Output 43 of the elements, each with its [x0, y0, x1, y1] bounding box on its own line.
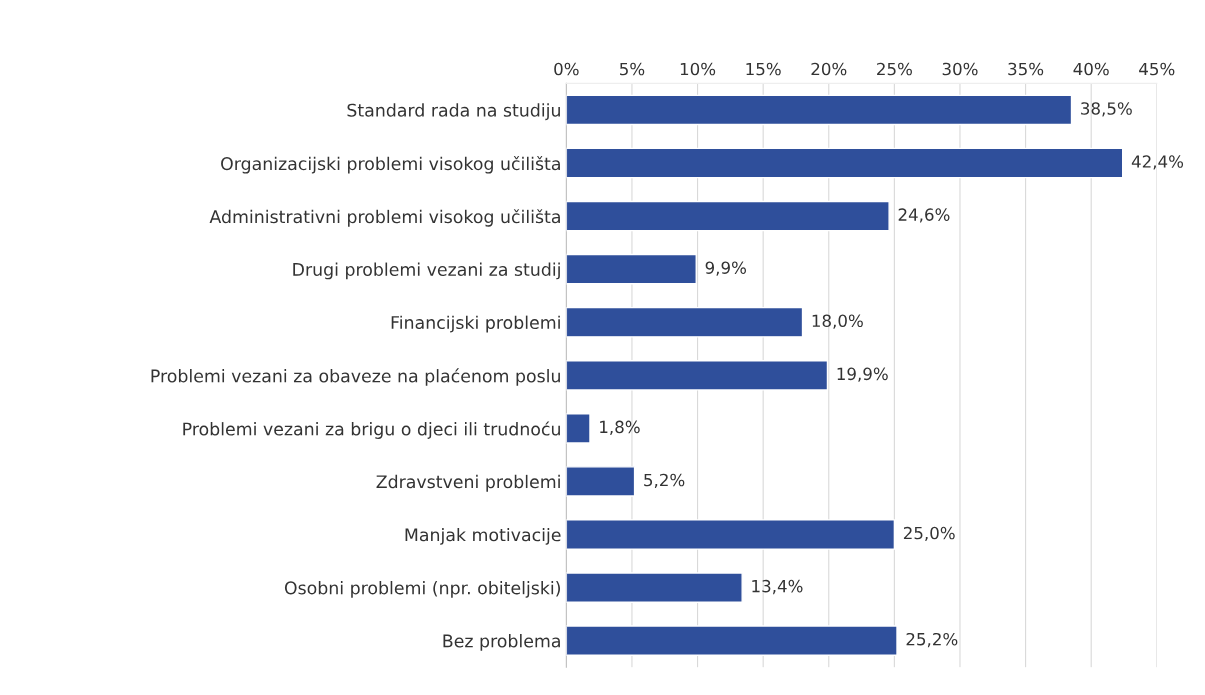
data-label: 38,5%	[1081, 102, 1132, 117]
bar	[566, 572, 743, 603]
y-tick-label: Organizacijski problemi visokog učilišta	[221, 156, 560, 174]
x-tick-label: 40%	[1073, 62, 1109, 76]
bar	[566, 253, 697, 285]
y-tick-label: Osobni problemi (npr. obiteljski)	[284, 581, 560, 598]
x-tick-label: 15%	[746, 62, 781, 76]
bar	[566, 306, 804, 338]
x-tick-label: 20%	[811, 62, 847, 76]
x-tick-label: 5%	[620, 62, 645, 76]
y-tick-label: Zdravstveni problemi	[376, 474, 560, 492]
x-tick-label: 10%	[680, 62, 716, 76]
y-tick-label: Problemi vezani za brigu o djeci ili trudnoću	[183, 421, 560, 439]
x-tick-label: 0%	[554, 62, 579, 76]
bar	[566, 466, 636, 497]
data-label: 9,9%	[705, 261, 746, 276]
y-tick-label: Manjak motivacije	[405, 527, 561, 545]
bar	[566, 413, 591, 444]
y-tick-label: Administrativni problemi visokog učilišta	[209, 209, 560, 227]
y-tick-label: Financijski problemi	[391, 315, 560, 333]
y-tick-label: Drugi problemi vezani za studij	[293, 262, 560, 280]
x-tick-label: 30%	[942, 62, 978, 76]
bar	[566, 519, 896, 550]
data-label: 18,0%	[812, 314, 863, 329]
x-tick-label: 45%	[1139, 62, 1175, 76]
data-label: 24,6%	[898, 208, 950, 223]
data-label: 25,0%	[903, 526, 955, 542]
bar	[566, 200, 890, 232]
bar	[566, 94, 1073, 126]
bar	[566, 360, 829, 391]
y-tick-label: Problemi vezani za obaveze na plaćenom poslu	[151, 368, 560, 386]
x-tick-label: 25%	[877, 62, 912, 76]
data-label: 1,8%	[600, 420, 640, 435]
bar	[566, 147, 1124, 179]
data-label: 5,2%	[644, 473, 685, 488]
bar	[566, 625, 898, 656]
data-label: 42,4%	[1131, 155, 1184, 170]
data-label: 19,9%	[837, 367, 888, 382]
data-label: 25,2%	[906, 632, 958, 648]
data-label: 13,4%	[752, 579, 803, 595]
x-tick-label: 35%	[1008, 62, 1044, 76]
y-tick-label: Standard rada na studiju	[347, 103, 560, 121]
y-tick-label: Bez problema	[443, 634, 560, 651]
